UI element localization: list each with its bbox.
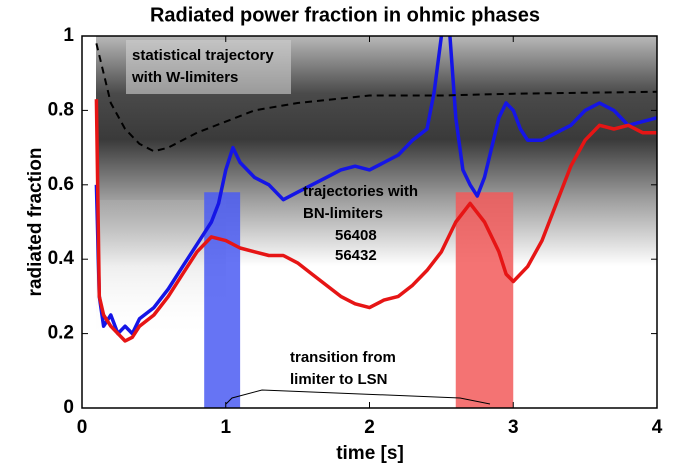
annotation: trajectories with xyxy=(303,183,418,200)
x-tick-label: 2 xyxy=(364,417,375,438)
mean-line xyxy=(95,43,657,153)
y-tick-label: 0 xyxy=(63,397,74,418)
x-tick-label: 4 xyxy=(652,417,663,438)
series-line xyxy=(94,36,657,336)
y-tick-label: 0.8 xyxy=(48,99,74,120)
highlight-region xyxy=(455,192,514,408)
y-tick-label: 0.2 xyxy=(48,323,74,344)
y-axis-label: radiated fraction xyxy=(25,148,46,297)
x-axis-label: time [s] xyxy=(336,443,404,464)
annotation: statistical trajectory xyxy=(132,47,274,64)
highlight-region xyxy=(204,192,241,408)
annotation: transition from xyxy=(290,349,396,366)
chart-title: Radiated power fraction in ohmic phases xyxy=(150,4,540,26)
annotation: BN-limiters xyxy=(303,205,383,222)
annotation-bg xyxy=(126,40,291,94)
annotation: with W-limiters xyxy=(131,69,238,86)
legend-label: 56408 xyxy=(335,227,377,244)
y-tick-label: 0.6 xyxy=(48,174,74,195)
x-tick-label: 0 xyxy=(77,417,88,438)
x-tick-label: 1 xyxy=(220,417,231,438)
transition-bracket xyxy=(225,389,491,405)
legend-label: 56432 xyxy=(335,247,377,264)
y-tick-label: 1 xyxy=(63,25,74,46)
x-tick-label: 3 xyxy=(508,417,519,438)
series-line xyxy=(94,99,657,343)
y-tick-label: 0.4 xyxy=(48,248,75,269)
annotation: limiter to LSN xyxy=(290,371,388,388)
